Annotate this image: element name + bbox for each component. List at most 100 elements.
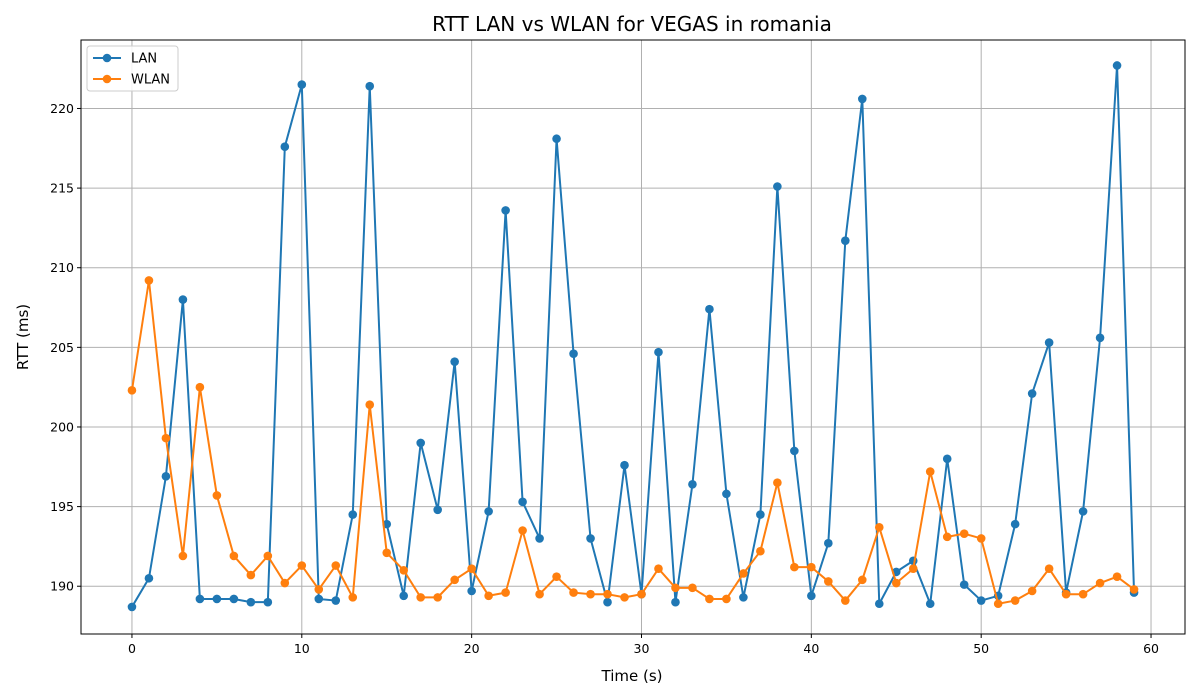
data-point-lan xyxy=(518,497,527,507)
data-point-wlan xyxy=(297,561,307,570)
data-point-wlan xyxy=(1010,596,1020,605)
x-tick-label: 50 xyxy=(973,641,989,656)
data-point-lan xyxy=(807,591,816,601)
data-point-wlan xyxy=(1078,589,1088,599)
data-point-wlan xyxy=(569,588,578,597)
data-point-lan xyxy=(535,534,544,543)
y-tick-label: 210 xyxy=(50,260,74,275)
data-point-wlan xyxy=(824,577,833,586)
data-point-wlan xyxy=(959,529,969,538)
data-point-lan xyxy=(399,591,409,601)
legend: LAN WLAN xyxy=(86,45,179,92)
data-point-wlan xyxy=(1112,572,1122,581)
data-point-lan xyxy=(1010,519,1020,529)
data-point-wlan xyxy=(535,589,544,599)
data-point-lan xyxy=(246,597,256,607)
data-point-lan xyxy=(1095,333,1105,343)
data-point-wlan xyxy=(942,532,952,542)
data-point-lan xyxy=(144,573,154,583)
data-point-lan xyxy=(705,304,714,314)
data-point-lan xyxy=(959,580,969,589)
data-point-wlan xyxy=(348,593,358,602)
data-point-wlan xyxy=(263,551,273,561)
y-axis-label: RTT (ms) xyxy=(14,304,32,370)
x-tick-label: 30 xyxy=(634,641,650,656)
data-point-wlan xyxy=(212,491,222,500)
data-point-wlan xyxy=(552,572,561,581)
data-point-wlan xyxy=(382,548,392,558)
data-point-lan xyxy=(773,182,782,191)
data-point-lan xyxy=(484,507,493,516)
y-tick-label: 190 xyxy=(50,579,74,594)
legend-marker-wlan xyxy=(102,74,112,84)
data-point-lan xyxy=(1112,61,1122,70)
data-point-wlan xyxy=(484,591,493,601)
y-tick-label: 195 xyxy=(50,499,74,514)
data-point-wlan xyxy=(722,594,731,604)
data-point-wlan xyxy=(705,594,714,604)
data-point-wlan xyxy=(620,593,629,602)
plot-frame xyxy=(80,39,1186,635)
data-point-wlan xyxy=(739,569,748,578)
data-point-lan xyxy=(620,460,629,470)
data-point-lan xyxy=(501,206,510,215)
data-point-wlan xyxy=(331,561,341,570)
data-point-wlan xyxy=(925,467,935,476)
data-point-lan xyxy=(756,510,765,519)
data-point-lan xyxy=(671,597,680,607)
data-point-lan xyxy=(433,505,442,515)
data-point-wlan xyxy=(773,478,782,488)
data-point-wlan xyxy=(229,551,239,561)
data-point-lan xyxy=(314,594,324,604)
data-point-lan xyxy=(841,236,850,245)
legend-label-lan: LAN xyxy=(131,52,157,67)
y-tick-label: 215 xyxy=(50,181,74,196)
data-point-lan xyxy=(450,357,459,366)
chart-title: RTT LAN vs WLAN for VEGAS in romania xyxy=(432,12,832,36)
grid xyxy=(81,40,1185,634)
data-point-lan xyxy=(127,602,137,612)
data-point-wlan xyxy=(857,575,867,585)
data-point-wlan xyxy=(874,523,884,532)
series-lan xyxy=(127,61,1139,612)
x-tick-label: 10 xyxy=(294,641,310,656)
data-point-wlan xyxy=(976,534,986,543)
data-point-lan xyxy=(195,594,205,604)
legend-label-wlan: WLAN xyxy=(131,73,170,88)
data-point-lan xyxy=(229,594,239,604)
y-tick-label: 200 xyxy=(50,419,74,434)
data-point-lan xyxy=(348,510,358,519)
data-point-wlan xyxy=(1044,564,1054,574)
data-point-wlan xyxy=(365,400,375,409)
data-point-lan xyxy=(365,81,375,91)
x-axis-label: Time (s) xyxy=(601,667,663,685)
y-tick-label: 205 xyxy=(50,340,74,355)
data-point-wlan xyxy=(518,526,527,535)
data-point-lan xyxy=(467,586,476,596)
axis-ticks: 0 10 20 30 40 50 60 190 195 200 205 210 215 220 xyxy=(50,101,1159,656)
y-tick-label: 220 xyxy=(50,101,74,116)
data-point-wlan xyxy=(467,564,476,574)
x-tick-label: 40 xyxy=(803,641,819,656)
x-tick-label: 20 xyxy=(464,641,480,656)
data-point-lan xyxy=(603,597,612,607)
data-point-wlan xyxy=(671,583,680,593)
x-tick-label: 60 xyxy=(1143,641,1159,656)
data-point-wlan xyxy=(433,593,442,602)
data-point-lan xyxy=(925,599,935,609)
data-point-wlan xyxy=(993,599,1003,609)
data-point-lan xyxy=(552,134,561,144)
data-point-lan xyxy=(1027,389,1037,398)
data-point-lan xyxy=(178,295,188,304)
data-point-lan xyxy=(569,349,578,359)
data-point-wlan xyxy=(246,570,256,580)
data-point-lan xyxy=(212,594,222,604)
data-point-wlan xyxy=(908,564,918,574)
data-point-lan xyxy=(942,454,952,464)
data-point-lan xyxy=(688,480,697,489)
data-point-lan xyxy=(976,596,986,605)
data-point-lan xyxy=(654,347,663,357)
data-point-lan xyxy=(1078,507,1088,516)
data-point-wlan xyxy=(891,578,901,588)
